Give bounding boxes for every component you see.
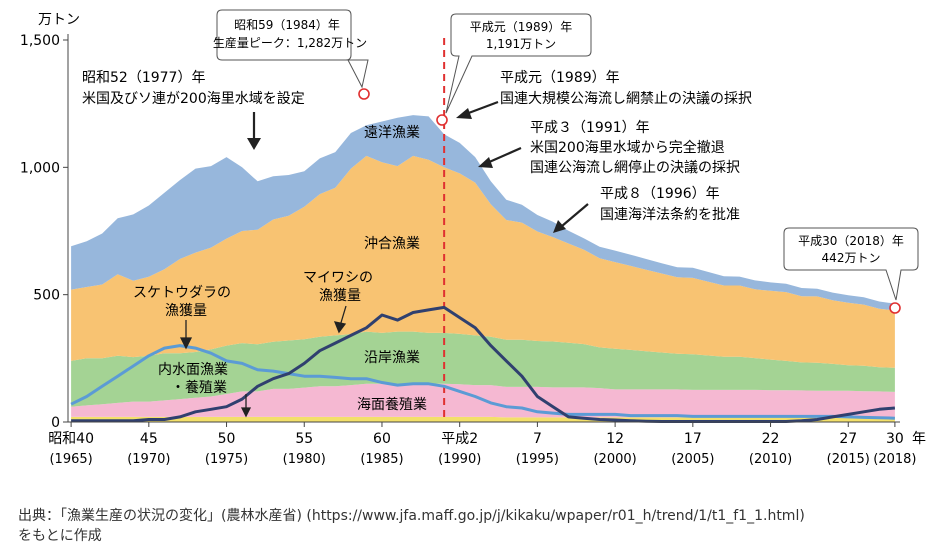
label-pointers — [179, 305, 347, 418]
peak-text-2: 生産量ピーク：1,282万トン — [213, 35, 367, 50]
x-tick-year: (1970) — [127, 452, 170, 467]
marker-circles — [358, 88, 901, 314]
x-tick-year: (2015) — [827, 452, 870, 467]
label-okiai: 沖合漁業 — [364, 236, 420, 252]
annotation-arrows — [247, 100, 589, 233]
marker-2018 — [889, 302, 901, 314]
label-maiwashi-2: 漁獲量 — [319, 288, 361, 304]
y-axis-unit: 万トン — [38, 12, 80, 28]
h1box-text-2: 1,191万トン — [486, 37, 556, 51]
callout-2018: 平成30（2018）年 442万トン — [783, 227, 919, 301]
marker-1989 — [436, 114, 448, 126]
h30-text-1: 平成30（2018）年 — [798, 234, 904, 248]
y-tick-label: 1,000 — [20, 160, 60, 176]
s52-text-1: 昭和52（1977）年 — [82, 70, 205, 86]
y-tick-label: 500 — [33, 288, 60, 304]
x-tick-label: 平成2 — [441, 431, 478, 447]
peak-text-1: 昭和59（1984）年 — [234, 18, 340, 32]
x-tick-label: 22 — [762, 431, 780, 447]
h8-text-2: 国連海洋法条約を批准 — [600, 206, 740, 223]
x-tick-year: (1965) — [49, 452, 92, 467]
callout-1989: 平成元（1989）年 1,191万トン — [445, 13, 592, 114]
label-enyo: 遠洋漁業 — [364, 125, 420, 141]
y-tick-label: 1,500 — [20, 33, 60, 49]
source-line-2: をもとに作成 — [18, 528, 102, 544]
x-tick-year: (2010) — [749, 452, 792, 467]
marker-1984 — [358, 88, 370, 100]
x-tick-year: (2018) — [873, 452, 916, 467]
x-tick-label: 45 — [140, 431, 158, 447]
axes: 万トン 0 500 1,000 1,500 昭和40 (1965) 45 (1970) 50 (19… — [20, 12, 926, 467]
x-tick-label: 30 — [886, 431, 904, 447]
label-kaimen: 海面養殖業 — [357, 396, 427, 413]
label-engan: 沿岸漁業 — [364, 350, 420, 366]
area-series-4 — [71, 115, 895, 311]
x-tick-label: 50 — [218, 431, 236, 447]
x-tick-year: (1990) — [438, 452, 481, 467]
x-tick-year: (1975) — [205, 452, 248, 467]
area-series-2 — [71, 331, 895, 407]
x-tick-label: 55 — [295, 431, 313, 447]
label-maiwashi-1: マイワシの — [303, 270, 373, 286]
y-tick-label: 0 — [51, 415, 60, 431]
x-tick-label: 12 — [606, 431, 624, 447]
callout-peak: 昭和59（1984）年 生産量ピーク：1,282万トン — [213, 9, 369, 89]
x-tick-label: 7 — [533, 431, 542, 447]
x-tick-label: 17 — [684, 431, 702, 447]
h8-text-1: 平成８（1996）年 — [600, 186, 720, 202]
source-line-1: 出典：「漁業生産の状況の変化」(農林水産省) (https://www.jfa.… — [18, 508, 805, 524]
h3-text-3: 国連公海流し網停止の決議の採択 — [530, 159, 740, 176]
h3-text-2: 米国200海里水域から完全撤退 — [530, 139, 725, 156]
x-axis-unit: 年 — [912, 431, 926, 447]
label-suketou-2: 漁獲量 — [165, 303, 207, 319]
x-tick-year: (1980) — [283, 452, 326, 467]
s52-text-2: 米国及びソ連が200海里水域を設定 — [82, 91, 305, 107]
line-series-0 — [70, 344, 895, 420]
label-naisuimen-1: 内水面漁業 — [158, 362, 228, 378]
x-tick-label: 昭和40 — [48, 431, 94, 447]
h1-text-2: 国連大規模公海流し網禁止の決議の採択 — [500, 90, 752, 107]
fishery-production-chart: 万トン 0 500 1,000 1,500 昭和40 (1965) 45 (1970) 50 (19… — [20, 9, 926, 467]
source-note: 出典：「漁業生産の状況の変化」(農林水産省) (https://www.jfa.… — [18, 506, 928, 546]
x-tick-year: (1985) — [360, 452, 403, 467]
x-tick-label: 27 — [839, 431, 857, 447]
x-tick-year: (1995) — [516, 452, 559, 467]
x-tick-year: (2000) — [593, 452, 636, 467]
h1-text-1: 平成元（1989）年 — [500, 70, 620, 86]
x-tick-label: 60 — [373, 431, 391, 447]
label-suketou-1: スケトウダラの — [133, 285, 231, 301]
h1box-text-1: 平成元（1989）年 — [470, 20, 573, 34]
h3-text-1: 平成３（1991）年 — [530, 120, 650, 136]
stacked-areas — [71, 115, 895, 422]
h30-text-2: 442万トン — [822, 251, 881, 265]
x-tick-year: (2005) — [671, 452, 714, 467]
area-series-3 — [71, 155, 895, 368]
label-naisuimen-2: ・養殖業 — [171, 379, 227, 396]
